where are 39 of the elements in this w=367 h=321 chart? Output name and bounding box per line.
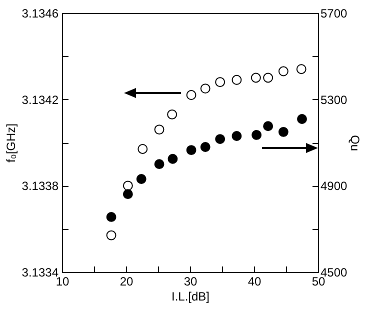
y2-axis-title: Qu — [348, 134, 362, 152]
y-tick-label: 3.1338 — [22, 179, 59, 194]
point — [122, 180, 133, 191]
x-tick-label: 10 — [56, 274, 70, 288]
point — [232, 131, 242, 141]
x-tick-label: 30 — [184, 274, 198, 288]
point — [138, 144, 148, 154]
point — [296, 64, 306, 74]
point — [122, 189, 133, 200]
point — [200, 84, 210, 94]
point — [278, 66, 288, 76]
x-tick-label: 20 — [120, 274, 134, 288]
point — [154, 159, 164, 170]
point — [250, 72, 261, 83]
y-axis-title: f₀[GHz] — [4, 124, 18, 162]
x-axis-title: I.L.[dB] — [171, 290, 210, 304]
point — [186, 90, 196, 100]
y-tick-label: 3.1342 — [22, 92, 59, 107]
point — [278, 126, 288, 137]
point — [232, 74, 242, 85]
point — [263, 121, 274, 132]
point — [136, 174, 146, 184]
point — [297, 114, 307, 124]
point — [200, 142, 210, 152]
point — [154, 124, 164, 135]
point — [215, 134, 226, 144]
x-tick-label: 40 — [248, 274, 262, 288]
y2-tick-label: 5700 — [320, 6, 348, 20]
y-tick-label: 3.1346 — [22, 6, 59, 20]
y2-tick-label: 5300 — [320, 92, 348, 107]
point — [252, 130, 262, 140]
point — [106, 230, 116, 240]
point — [215, 77, 226, 88]
point — [106, 212, 116, 222]
y2-tick-label: 4900 — [320, 179, 348, 194]
point — [263, 72, 274, 83]
point — [186, 145, 196, 156]
point — [168, 154, 178, 164]
point — [167, 109, 178, 120]
